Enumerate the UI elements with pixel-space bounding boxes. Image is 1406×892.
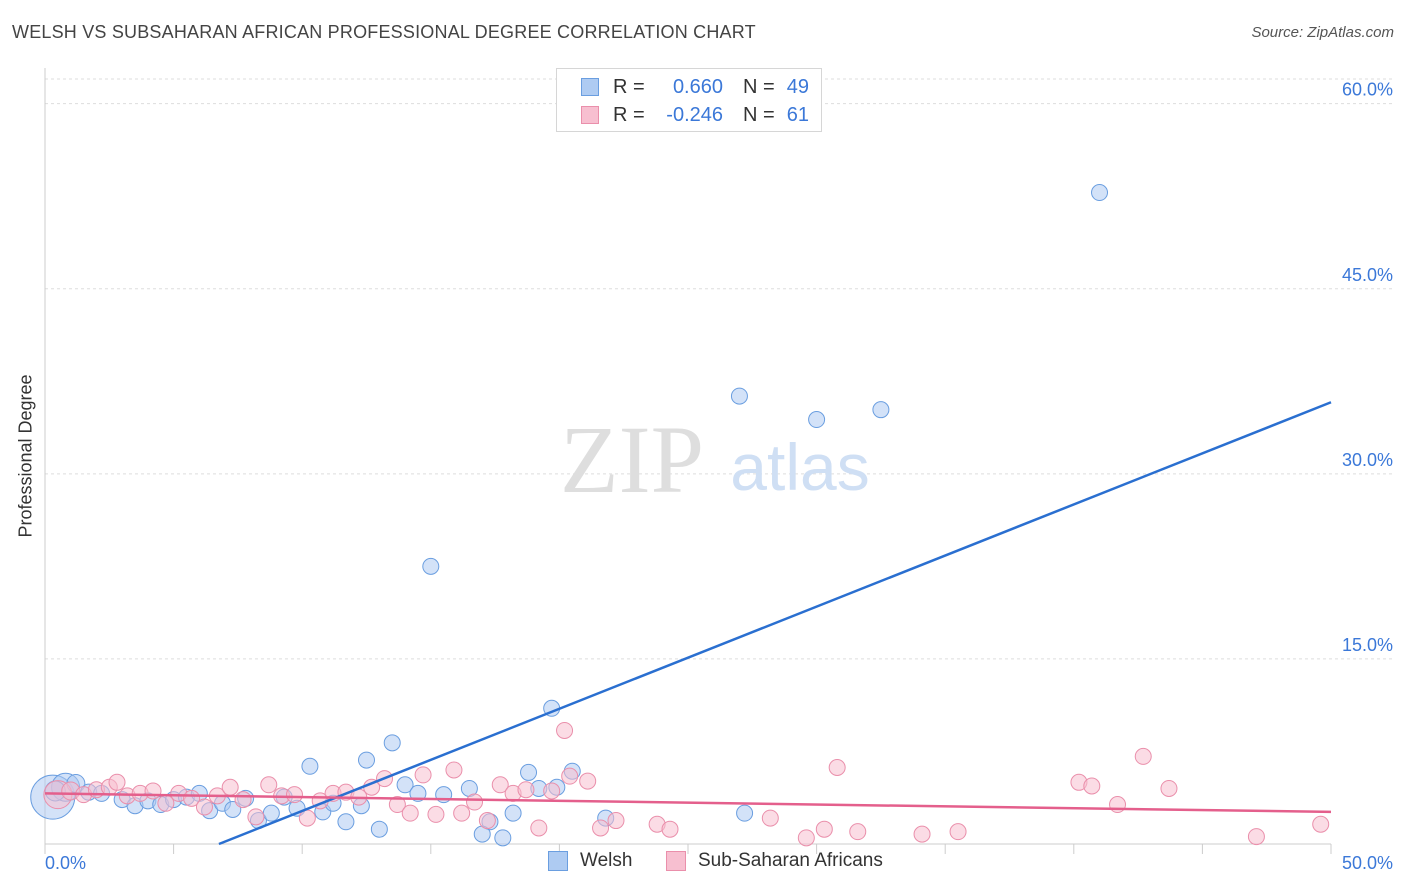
ssa-point xyxy=(1312,815,1330,833)
ssa-point xyxy=(949,823,967,841)
ssa-point xyxy=(797,829,815,847)
welsh-swatch xyxy=(581,78,599,96)
ssa-point xyxy=(592,819,610,837)
ssa-point xyxy=(815,820,833,838)
welsh-point xyxy=(422,557,440,575)
legend-row-welsh: R = 0.660 N = 49 xyxy=(581,73,809,101)
x-tick-label: 50.0% xyxy=(1342,853,1393,873)
welsh-point xyxy=(494,829,512,847)
legend-item-welsh[interactable]: Welsh xyxy=(548,850,632,872)
welsh-point xyxy=(1091,184,1109,202)
y-tick-label: 15.0% xyxy=(1342,635,1393,655)
ssa-point xyxy=(517,781,535,799)
welsh-point xyxy=(358,751,375,769)
r-value: -0.246 xyxy=(666,103,723,126)
chart-title: WELSH VS SUBSAHARAN AFRICAN PROFESSIONAL… xyxy=(12,22,756,42)
ssa-trend-line xyxy=(44,792,1332,814)
legend-label-welsh: Welsh xyxy=(580,850,633,871)
welsh-point xyxy=(730,387,748,405)
watermark-atlas: atlas xyxy=(730,430,869,504)
welsh-point xyxy=(504,804,522,822)
welsh-point xyxy=(520,763,538,781)
welsh-point xyxy=(383,734,401,752)
ssa-swatch xyxy=(666,851,686,871)
ssa-point xyxy=(530,819,548,837)
x-tick-label: 0.0% xyxy=(45,853,86,873)
y-tick-label: 45.0% xyxy=(1342,265,1393,285)
ssa-point xyxy=(828,759,846,776)
ssa-point xyxy=(195,798,213,816)
ssa-point xyxy=(466,793,484,811)
ssa-point xyxy=(1160,779,1178,797)
welsh-point xyxy=(736,804,754,822)
welsh-swatch xyxy=(548,851,568,871)
welsh-point xyxy=(224,800,242,818)
watermark: ZIP atlas xyxy=(560,406,870,513)
ssa-point xyxy=(561,767,579,785)
ssa-point xyxy=(388,796,406,814)
ssa-point xyxy=(491,776,509,794)
legend-item-ssa[interactable]: Sub-Saharan Africans xyxy=(666,850,883,872)
ssa-point xyxy=(221,778,239,796)
ssa-point xyxy=(427,805,445,823)
n-label: N = xyxy=(743,75,775,98)
ssa-point xyxy=(247,808,265,826)
welsh-trend-line xyxy=(218,401,1332,846)
ssa-point xyxy=(234,791,252,809)
ssa-point xyxy=(298,809,316,827)
welsh-point xyxy=(370,820,388,838)
ssa-point xyxy=(761,809,779,827)
ssa-point xyxy=(913,825,931,843)
ssa-point xyxy=(1247,828,1265,846)
ssa-point xyxy=(144,782,162,800)
ssa-swatch xyxy=(581,106,599,124)
ssa-point xyxy=(401,804,419,822)
r-label: R = xyxy=(613,75,645,98)
ssa-point xyxy=(285,786,303,804)
welsh-point xyxy=(396,776,414,794)
welsh-point xyxy=(262,804,280,822)
welsh-point xyxy=(872,401,890,419)
legend-row-ssa: R = -0.246 N = 61 xyxy=(581,101,809,129)
ssa-point xyxy=(260,776,278,794)
grid-lines xyxy=(45,78,1393,660)
ssa-point xyxy=(543,782,561,800)
welsh-point xyxy=(301,757,319,775)
source-label: Source: ZipAtlas.com xyxy=(1251,24,1394,41)
ssa-point xyxy=(1134,747,1152,765)
n-value: 49 xyxy=(786,75,809,98)
ssa-point xyxy=(661,820,679,838)
r-label: R = xyxy=(613,103,645,126)
ssa-point xyxy=(579,772,597,790)
watermark-zip: ZIP xyxy=(560,406,704,513)
ssa-point xyxy=(478,812,496,830)
r-value: 0.660 xyxy=(672,75,723,98)
ssa-point xyxy=(445,761,463,779)
ssa-point xyxy=(108,773,126,791)
y-tick-label: 30.0% xyxy=(1342,450,1393,470)
legend-label-ssa: Sub-Saharan Africans xyxy=(698,850,883,871)
y-tick-label: 60.0% xyxy=(1342,80,1393,100)
y-axis-label: Professional Degree xyxy=(15,374,36,538)
tick-labels: 15.0% 30.0% 45.0% 60.0% 0.0% 50.0% xyxy=(45,80,1393,873)
ssa-point xyxy=(453,804,471,822)
n-label: N = xyxy=(743,103,775,126)
ssa-point xyxy=(1083,777,1101,795)
n-value: 61 xyxy=(786,103,809,126)
data-points xyxy=(30,184,1330,847)
welsh-point xyxy=(808,411,826,429)
correlation-legend: R = 0.660 N = 49 R = -0.246 N = 61 xyxy=(556,68,822,132)
trend-lines xyxy=(44,401,1332,846)
welsh-point xyxy=(337,813,355,831)
ssa-point xyxy=(607,812,625,830)
ssa-point xyxy=(849,823,867,841)
ssa-point xyxy=(414,766,432,784)
ssa-point xyxy=(556,721,574,739)
welsh-point xyxy=(409,784,427,802)
axes xyxy=(44,68,1332,854)
